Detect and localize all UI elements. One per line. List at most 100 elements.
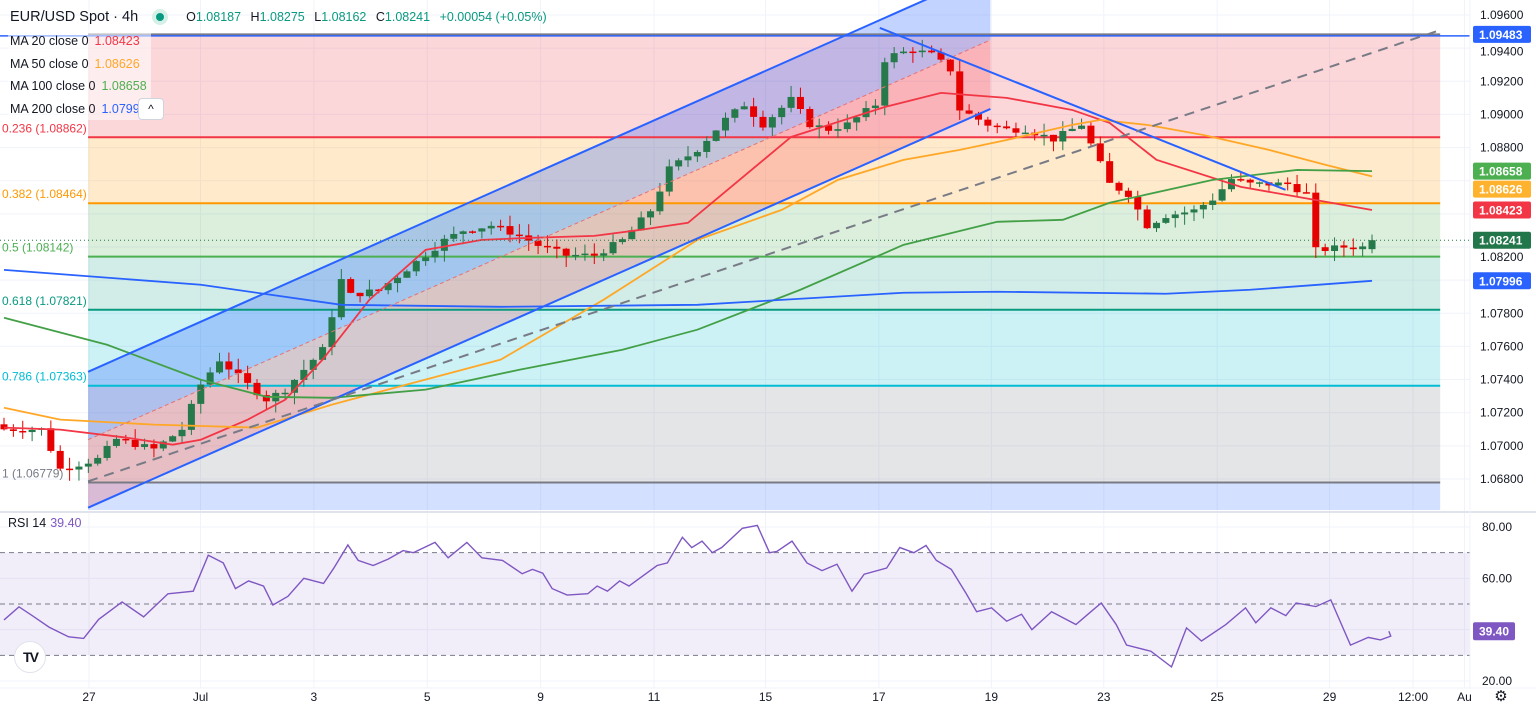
candle-body[interactable] — [843, 122, 851, 130]
candle-body[interactable] — [1312, 192, 1320, 248]
candle-body[interactable] — [94, 457, 102, 464]
rsi-line[interactable] — [3, 524, 1392, 669]
candle-body[interactable] — [993, 125, 1001, 128]
candle-body[interactable] — [319, 347, 327, 360]
candle-body[interactable] — [497, 225, 505, 228]
candle-body[interactable] — [572, 254, 580, 257]
candle-body[interactable] — [675, 160, 683, 167]
candle-body[interactable] — [787, 96, 795, 108]
candle-body[interactable] — [721, 117, 729, 131]
candle-body[interactable] — [1106, 161, 1114, 183]
candle-body[interactable] — [1012, 128, 1020, 133]
downtrend-line[interactable] — [879, 26, 1286, 191]
legend-ma50[interactable]: MA 50 close 0 1.08626 — [8, 52, 151, 76]
channel-median-line[interactable] — [87, 39, 991, 441]
candle-body[interactable] — [75, 466, 83, 470]
candle-body[interactable] — [159, 441, 167, 449]
candle-body[interactable] — [225, 361, 233, 370]
candle-body[interactable] — [1199, 204, 1207, 210]
candle-body[interactable] — [197, 384, 205, 404]
rsi-legend[interactable]: RSI 14 39.40 — [8, 516, 82, 530]
candle-body[interactable] — [778, 107, 786, 118]
candle-body[interactable] — [647, 211, 655, 218]
candle-body[interactable] — [1087, 125, 1095, 144]
candle-body[interactable] — [759, 116, 767, 128]
candle-body[interactable] — [431, 250, 439, 258]
candle-body[interactable] — [890, 53, 898, 63]
candle-body[interactable] — [740, 106, 748, 110]
candle-body[interactable] — [618, 239, 626, 243]
candle-body[interactable] — [478, 228, 486, 232]
candle-body[interactable] — [703, 140, 711, 152]
symbol-title[interactable]: EUR/USD Spot · 4h — [10, 9, 139, 25]
tradingview-logo-icon[interactable]: TV — [14, 641, 46, 673]
candle-body[interactable] — [300, 369, 308, 380]
candle-body[interactable] — [450, 233, 458, 239]
candle-body[interactable] — [590, 253, 598, 256]
price-pane[interactable]: 0.236 (1.08862) 0.382 (1.08464) 0.5 (1.081… — [0, 0, 1470, 510]
candle-body[interactable] — [946, 59, 954, 72]
candle-body[interactable] — [1349, 247, 1357, 250]
candle-body[interactable] — [974, 113, 982, 120]
candle-body[interactable] — [394, 277, 402, 284]
candle-body[interactable] — [1153, 222, 1161, 229]
candle-body[interactable] — [19, 430, 27, 433]
candle-body[interactable] — [684, 156, 692, 161]
candle-body[interactable] — [1209, 200, 1217, 205]
candle-body[interactable] — [768, 117, 776, 128]
candle-body[interactable] — [365, 289, 373, 297]
candle-body[interactable] — [1115, 182, 1123, 191]
candle-body[interactable] — [581, 253, 589, 256]
candle-body[interactable] — [553, 246, 561, 249]
channel-lower-line[interactable] — [87, 108, 991, 509]
ma-line-ma20[interactable] — [3, 91, 1373, 446]
candle-body[interactable] — [309, 359, 317, 370]
candle-body[interactable] — [412, 261, 420, 272]
candle-body[interactable] — [469, 231, 476, 233]
candle-body[interactable] — [693, 151, 701, 157]
candle-body[interactable] — [1218, 189, 1226, 201]
candle-body[interactable] — [1003, 126, 1011, 129]
candle-body[interactable] — [47, 428, 55, 451]
candle-body[interactable] — [900, 51, 908, 54]
candle-body[interactable] — [1124, 190, 1132, 197]
candle-body[interactable] — [1171, 214, 1179, 219]
candle-body[interactable] — [731, 109, 739, 118]
legend-ma200[interactable]: MA 200 close 0 1.07996 — [8, 97, 151, 121]
candle-body[interactable] — [487, 225, 495, 229]
candle-body[interactable] — [853, 117, 861, 123]
candle-body[interactable] — [262, 395, 270, 402]
candle-body[interactable] — [1049, 134, 1057, 142]
candle-body[interactable] — [806, 108, 814, 128]
candle-body[interactable] — [1096, 143, 1104, 162]
channel-upper-line[interactable] — [87, 0, 990, 373]
candle-body[interactable] — [337, 279, 345, 318]
candle-body[interactable] — [178, 429, 186, 437]
candle-body[interactable] — [1181, 212, 1189, 215]
candle-body[interactable] — [56, 450, 64, 469]
candle-body[interactable] — [141, 444, 149, 447]
candle-body[interactable] — [403, 271, 411, 278]
candle-body[interactable] — [356, 292, 364, 297]
candle-body[interactable] — [103, 445, 111, 458]
candle-body[interactable] — [881, 62, 889, 106]
candle-body[interactable] — [9, 429, 17, 431]
candle-body[interactable] — [1321, 247, 1329, 252]
candle-body[interactable] — [834, 129, 842, 131]
candle-body[interactable] — [637, 217, 645, 231]
candle-body[interactable] — [150, 444, 158, 449]
candle-body[interactable] — [0, 424, 8, 430]
candle-body[interactable] — [1274, 182, 1282, 186]
candle-body[interactable] — [1162, 218, 1170, 223]
candle-body[interactable] — [796, 96, 804, 109]
candle-body[interactable] — [28, 429, 36, 433]
candle-body[interactable] — [937, 52, 945, 60]
candle-body[interactable] — [112, 438, 120, 446]
market-status-icon[interactable] — [152, 9, 169, 25]
candle-body[interactable] — [347, 279, 355, 293]
candle-body[interactable] — [244, 373, 252, 383]
candle-body[interactable] — [1059, 131, 1067, 142]
candle-body[interactable] — [750, 106, 758, 117]
candle-body[interactable] — [187, 403, 195, 430]
candle-body[interactable] — [1040, 134, 1048, 137]
